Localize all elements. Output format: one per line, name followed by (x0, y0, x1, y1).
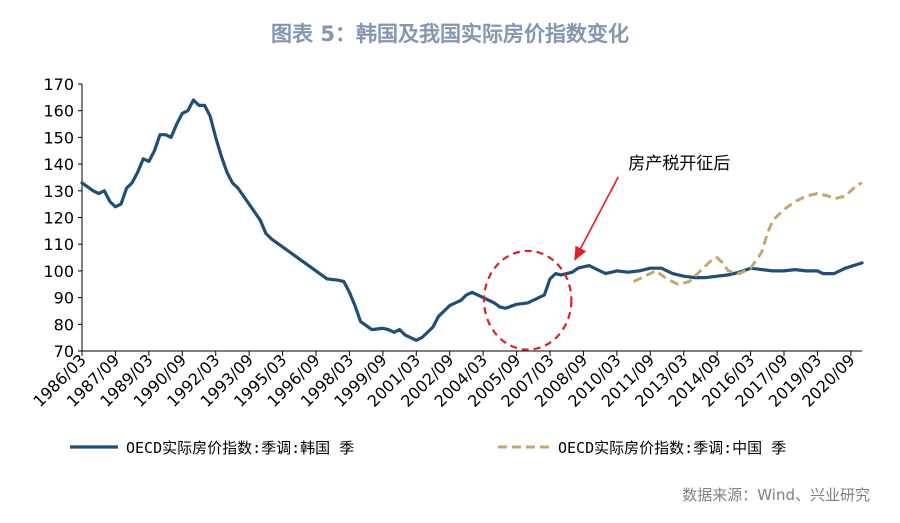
annotation-group: 房产税开征后 (482, 154, 730, 351)
legend-group: OECD实际房价指数:季调:韩国 季 OECD实际房价指数:季调:中国 季 (70, 439, 786, 457)
series-line-0 (80, 98, 864, 342)
y-tick-label: 110 (43, 235, 74, 254)
annotation-arrow-head (574, 245, 587, 261)
series-group (80, 98, 864, 342)
y-tick-label: 150 (43, 128, 74, 147)
y-tick-label: 170 (43, 75, 74, 94)
annotation-label: 房产税开征后 (628, 154, 730, 174)
axes-group: 7080901001101201301401501601701986/03198… (29, 75, 862, 411)
legend-label-1: OECD实际房价指数:季调:中国 季 (558, 439, 786, 457)
y-tick-label: 90 (54, 289, 74, 308)
chart-title: 图表 5：韩国及我国实际房价指数变化 (271, 22, 629, 46)
y-tick-label: 140 (43, 155, 74, 174)
annotation-arrow-line (577, 176, 619, 254)
legend-label-0: OECD实际房价指数:季调:韩国 季 (126, 439, 354, 457)
series-line-1 (632, 181, 863, 286)
source-note: 数据来源：Wind、兴业研究 (682, 486, 870, 504)
y-tick-label: 160 (43, 102, 74, 121)
y-tick-label: 130 (43, 182, 74, 201)
y-tick-label: 100 (43, 262, 74, 281)
y-tick-label: 120 (43, 209, 74, 228)
y-tick-label: 70 (54, 342, 74, 361)
y-tick-label: 80 (54, 315, 74, 334)
annotation-ellipse (482, 249, 573, 351)
